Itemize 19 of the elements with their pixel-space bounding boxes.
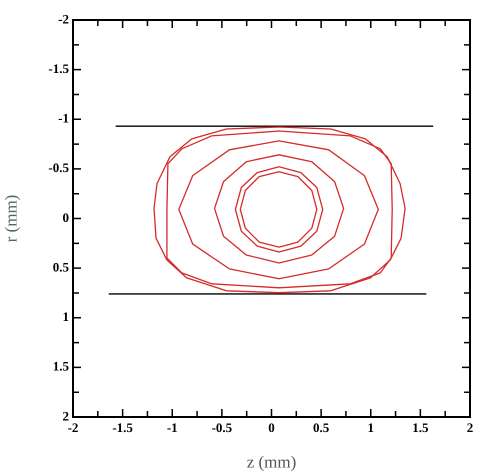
y-tick-label: -2 [58, 11, 69, 26]
x-axis-title: z (mm) [246, 452, 296, 472]
y-tick-label: -1 [58, 110, 69, 126]
x-tick-label: 0 [268, 420, 275, 436]
y-tick-label: 0.5 [52, 259, 70, 274]
y-tick-label: 0 [62, 210, 69, 225]
y-tick-label: 1 [62, 309, 69, 324]
x-tick-label: 0.5 [313, 420, 330, 436]
y-tick-label: 1.5 [52, 358, 70, 374]
y-tick-label: -1.5 [48, 60, 70, 76]
x-tick-label: -1 [166, 420, 178, 436]
y-axis-title: r (mm) [2, 194, 21, 242]
y-tick-label: -0.5 [48, 160, 70, 176]
x-tick-label: 1.5 [412, 420, 429, 436]
x-tick-label: -0.5 [212, 420, 233, 436]
x-tick-label: 1 [368, 420, 374, 436]
x-tick-label: -1.5 [112, 420, 134, 436]
x-tick-label: 2 [466, 420, 474, 436]
y-tick-label: 2 [62, 408, 69, 424]
